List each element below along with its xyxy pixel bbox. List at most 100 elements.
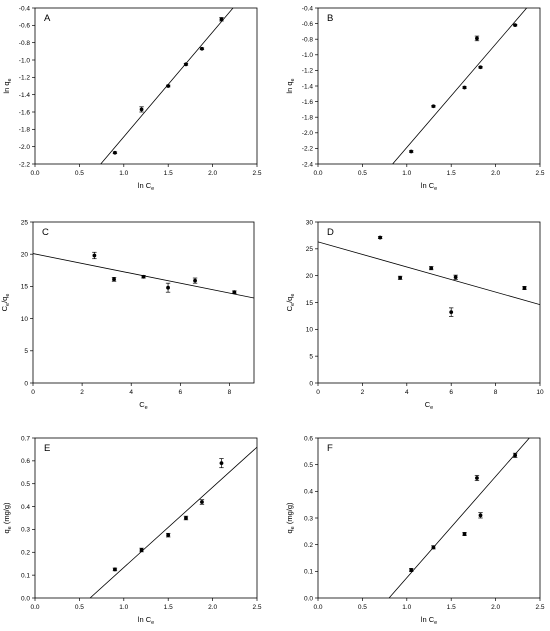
data-point: [139, 548, 144, 552]
y-tick-label: 0.6: [21, 458, 30, 465]
chart-panel-c: 0 2 4 6 8 0 5 10 15 20 25 C Ce Ce/qe: [0, 219, 255, 411]
x-tick-label: 2.5: [535, 604, 544, 611]
x-tick-label: 2: [80, 389, 84, 396]
x-tick-label: 2.0: [491, 170, 500, 177]
data-point: [166, 84, 171, 88]
regression-line: [392, 8, 527, 164]
y-axis-title: Ce/qe: [285, 294, 296, 312]
y-tick-label: 25: [21, 219, 29, 226]
regression-line: [388, 438, 530, 598]
x-tick-label: 0.0: [313, 604, 322, 611]
x-tick-label: 0.0: [30, 604, 39, 611]
x-axis-title: ln Ce: [421, 615, 437, 626]
regression-line: [89, 446, 257, 598]
x-tick-label: 1.0: [402, 170, 411, 177]
y-tick-label: -0.4: [302, 5, 314, 12]
y-tick-label: -2.2: [302, 146, 314, 153]
data-point: [513, 23, 518, 28]
data-point: [478, 513, 483, 518]
data-point: [113, 567, 117, 572]
panel-label: C: [42, 227, 49, 238]
data-point: [478, 65, 483, 70]
panel-label: F: [327, 443, 333, 454]
data-point: [141, 274, 146, 279]
y-tick-label: -0.8: [19, 40, 31, 47]
y-tick-label: 10: [306, 327, 314, 334]
chart-panel-e: 0.0 0.5 1.0 1.5 2.0 2.5 0.0 0.1 0.2 0.3 0.4 0.5 0.6 0…: [2, 435, 262, 626]
x-tick-label: 4: [405, 389, 409, 396]
chart-panel-f: 0.0 0.5 1.0 1.5 2.0 2.5 0.0 0.1 0.2 0.3 0.4 0.5 0.6 F…: [285, 435, 545, 626]
y-tick-label: -2.2: [19, 161, 31, 168]
x-tick-label: 2.5: [252, 604, 261, 611]
x-tick-label: 0.0: [313, 170, 322, 177]
x-tick-label: 1.0: [402, 604, 411, 611]
y-tick-label: 0.5: [21, 481, 30, 488]
x-axis-title: ln Ce: [138, 615, 154, 626]
y-tick-label: 0.6: [304, 435, 313, 442]
regression-line: [318, 241, 540, 306]
y-tick-label: 0.1: [304, 569, 313, 576]
x-tick-label: 0.5: [75, 604, 84, 611]
y-tick-label: 0.5: [304, 462, 313, 469]
plot-frame: [34, 437, 258, 599]
data-point: [219, 17, 224, 22]
y-tick-label: 30: [306, 219, 314, 226]
data-point: [429, 266, 434, 271]
x-tick-label: 2.0: [491, 604, 500, 611]
data-point: [409, 149, 414, 154]
y-tick-label: -2.4: [302, 161, 314, 168]
y-tick-label: -1.6: [19, 109, 31, 116]
x-tick-label: 1.0: [119, 604, 128, 611]
x-tick-label: 0.0: [30, 170, 39, 177]
plot-frame: [317, 437, 541, 599]
y-tick-label: 0.1: [21, 572, 30, 579]
y-tick-label: 0.2: [21, 550, 30, 557]
data-point: [462, 85, 467, 90]
chart-panel-a: 0.0 0.5 1.0 1.5 2.0 2.5 -2.2 -2.0 -1.8 -1.6 -1.4 -1…: [2, 5, 262, 192]
y-tick-label: -0.6: [302, 21, 314, 28]
data-point: [522, 286, 527, 290]
data-point: [431, 104, 436, 109]
data-point: [462, 532, 467, 536]
x-tick-label: 1.0: [119, 170, 128, 177]
y-tick-label: 20: [306, 273, 314, 280]
x-tick-label: 2.5: [535, 170, 544, 177]
x-tick-label: 1.5: [447, 604, 456, 611]
data-point: [398, 275, 403, 280]
data-point: [184, 62, 188, 67]
y-tick-label: 5: [309, 353, 313, 360]
data-point: [113, 150, 117, 155]
data-point: [513, 453, 518, 458]
chart-panel-b: 0.0 0.5 1.0 1.5 2.0 2.5 -2.4 -2.2 -2.0 -1.8 -1.6 -1…: [285, 5, 545, 192]
data-point: [449, 310, 454, 315]
x-tick-label: 0.5: [358, 170, 367, 177]
x-tick-label: 1.5: [447, 170, 456, 177]
y-tick-label: -1.4: [19, 92, 31, 99]
y-tick-label: 15: [21, 284, 29, 291]
y-tick-label: 0.3: [304, 515, 313, 522]
data-point: [184, 516, 188, 520]
data-point: [139, 107, 144, 112]
y-tick-label: -2.0: [302, 130, 314, 137]
data-point: [453, 275, 458, 280]
y-tick-label: 0.3: [21, 527, 30, 534]
y-tick-label: 20: [21, 252, 29, 259]
chart-panel-d: 0 2 4 6 8 10 0 5 10 15 20 25 30 D Ce Ce/qe: [285, 219, 544, 411]
x-tick-label: 10: [536, 389, 544, 396]
x-tick-label: 2.0: [208, 604, 217, 611]
x-tick-label: 8: [494, 389, 498, 396]
y-axis-title: ln qe: [2, 78, 13, 93]
y-tick-label: -1.4: [302, 83, 314, 90]
x-tick-label: 6: [449, 389, 453, 396]
x-tick-label: 8: [228, 389, 232, 396]
y-tick-label: 5: [24, 348, 28, 355]
y-tick-label: 15: [306, 300, 314, 307]
y-axis-title: qe (mg/g): [285, 502, 296, 533]
x-axis-title: ln Ce: [138, 181, 154, 192]
y-tick-label: 0: [24, 380, 28, 387]
x-tick-label: 0.5: [75, 170, 84, 177]
y-tick-label: -1.6: [302, 99, 314, 106]
data-point: [166, 285, 170, 290]
y-tick-label: -1.2: [302, 68, 314, 75]
y-tick-label: -1.0: [302, 52, 314, 59]
